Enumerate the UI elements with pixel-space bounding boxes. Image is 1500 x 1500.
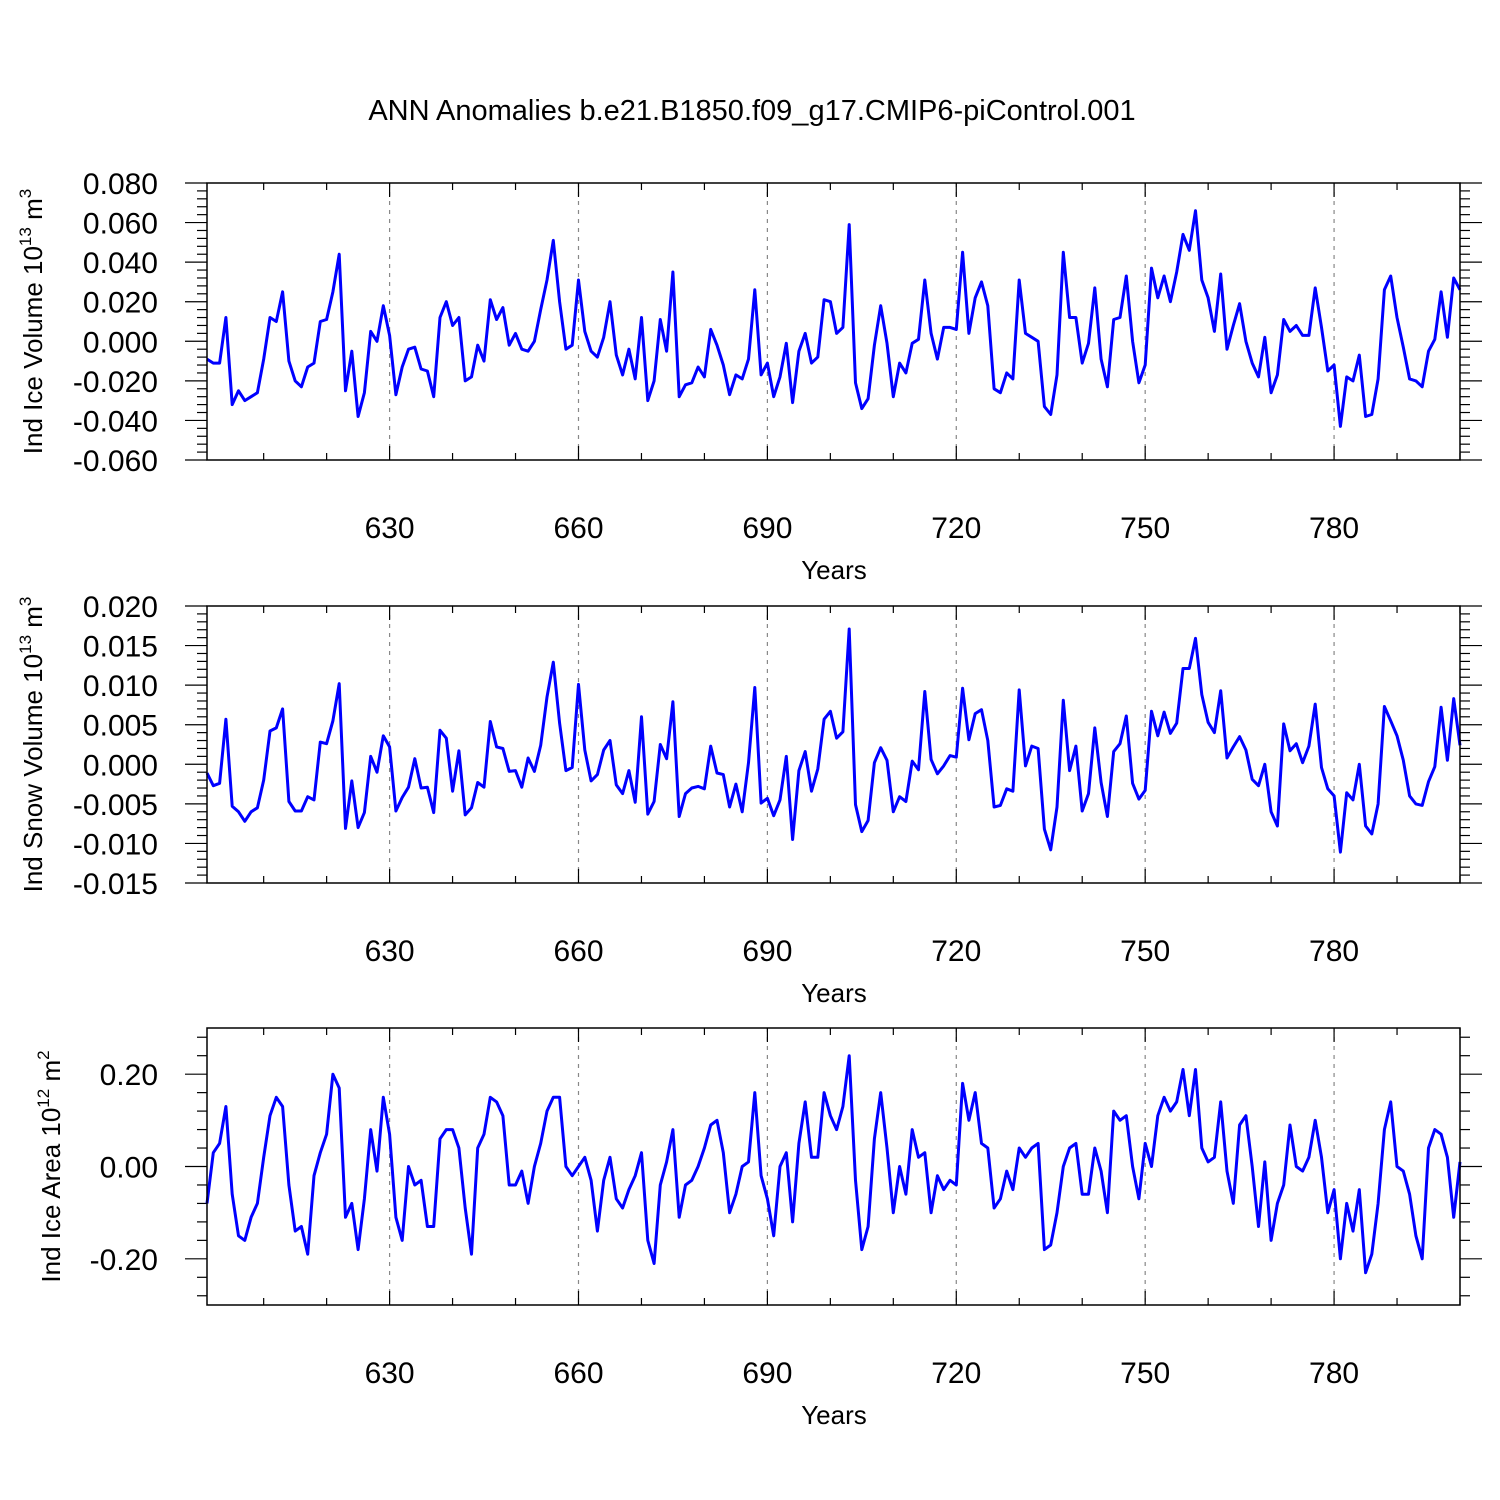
series-line: [206, 209, 1462, 428]
y-tick-label: -0.020: [73, 366, 158, 399]
x-axis-label: Years: [801, 978, 867, 1008]
y-tick-label: 0.010: [83, 670, 158, 703]
y-tick-label: -0.060: [73, 445, 158, 478]
x-axis-label: Years: [801, 555, 867, 585]
y-axis-label: Ind Ice Area 1012 m2: [34, 1050, 66, 1282]
chart-panel-3: -0.20 0.00 0.20 630 660 690 720 750 780 Years Ind …: [34, 1027, 1482, 1430]
y-tick-label: 0.015: [83, 631, 158, 664]
plot-frame: [206, 182, 1461, 461]
x-axis-label: Years: [801, 1400, 867, 1430]
y-axis-label: Ind Ice Volume 1013 m3: [16, 189, 48, 454]
x-tick-label: 630: [365, 935, 415, 968]
x-tick-label: 660: [553, 935, 603, 968]
y-axis-label: Ind Snow Volume 1013 m3: [16, 597, 48, 893]
y-tick-label: -0.010: [73, 828, 158, 861]
chart-panel-1: -0.060 -0.040 -0.020 0.000 0.020 0.040 0.060 0.…: [16, 168, 1482, 585]
y-tick-label: -0.015: [73, 868, 158, 901]
y-tick-label: 0.020: [83, 287, 158, 320]
x-tick-label: 780: [1309, 512, 1359, 545]
plot-frame: [206, 1027, 1461, 1306]
series-line: [205, 627, 1462, 854]
series-line: [205, 1054, 1462, 1275]
x-tick-label: 780: [1309, 935, 1359, 968]
y-tick-label: 0.005: [83, 710, 158, 743]
x-tick-label: 750: [1120, 935, 1170, 968]
x-tick-label: 660: [553, 512, 603, 545]
y-tick-label: 0.00: [100, 1152, 158, 1185]
x-tick-label: 690: [742, 512, 792, 545]
y-tick-label: 0.060: [83, 208, 158, 241]
x-tick-label: 690: [742, 935, 792, 968]
x-tick-label: 750: [1120, 1357, 1170, 1390]
x-tick-label: 690: [742, 1357, 792, 1390]
x-tick-label: 630: [365, 1357, 415, 1390]
x-tick-label: 720: [931, 935, 981, 968]
figure-title: ANN Anomalies b.e21.B1850.f09_g17.CMIP6-…: [368, 95, 1135, 127]
y-tick-label: 0.020: [83, 591, 158, 624]
chart-panel-2: -0.015 -0.010 -0.005 0.000 0.005 0.010 0.015 0.…: [16, 591, 1482, 1008]
x-tick-label: 660: [553, 1357, 603, 1390]
y-tick-label: 0.000: [83, 749, 158, 782]
x-tick-label: 780: [1309, 1357, 1359, 1390]
plot-frame: [206, 605, 1461, 884]
x-tick-label: 720: [931, 512, 981, 545]
y-tick-label: 0.080: [83, 168, 158, 201]
x-tick-label: 720: [931, 1357, 981, 1390]
y-tick-label: 0.040: [83, 247, 158, 280]
y-tick-label: -0.20: [90, 1244, 158, 1277]
y-tick-label: 0.20: [100, 1059, 158, 1092]
x-tick-label: 750: [1120, 512, 1170, 545]
x-tick-label: 630: [365, 512, 415, 545]
y-tick-label: -0.005: [73, 789, 158, 822]
y-tick-label: 0.000: [83, 326, 158, 359]
y-tick-label: -0.040: [73, 405, 158, 438]
